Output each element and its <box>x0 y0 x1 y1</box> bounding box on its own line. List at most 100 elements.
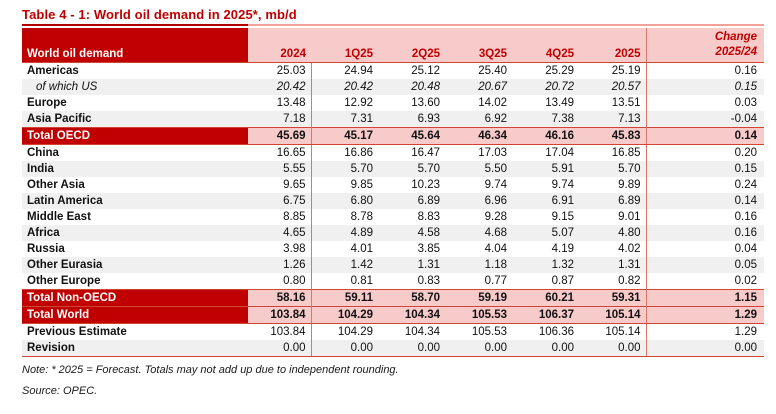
cell-2025: 0.00 <box>579 339 647 357</box>
cell-2q25: 104.34 <box>404 325 440 338</box>
cell-2024: 5.55 <box>248 160 312 177</box>
cell-2024: 8.85 <box>248 208 312 225</box>
cell-1q25: 5.70 <box>311 160 378 177</box>
title-underline-dark-segment <box>22 24 248 26</box>
cell-3q25: 4.68 <box>445 224 512 241</box>
cell-3q25: 46.34 <box>445 126 512 145</box>
title-underline-light-segment <box>248 24 764 26</box>
cell-3q25: 0.77 <box>484 274 507 287</box>
cell-2q25: 10.23 <box>411 178 440 191</box>
cell-1q25: 104.29 <box>337 325 373 338</box>
cell-2025: 5.70 <box>579 160 647 177</box>
cell-3q25: 6.92 <box>445 110 512 127</box>
cell-1q25: 12.92 <box>344 96 373 109</box>
table-row: Middle East 8.85 8.78 8.83 9.28 9.15 9.01 0.16 <box>22 208 764 225</box>
cell-2025: 7.13 <box>579 110 647 127</box>
demand-table: World oil demand 2024 1Q25 2Q25 3Q25 4Q2… <box>22 28 764 357</box>
cell-4q25: 5.07 <box>512 224 579 241</box>
cell-2025: 16.85 <box>579 144 647 161</box>
cell-2024: 0.80 <box>248 272 312 289</box>
cell-4q25: 4.19 <box>551 242 574 255</box>
table-row: Total OECD 45.69 45.17 45.64 46.34 46.16 45.83… <box>22 126 764 145</box>
cell-4q25: 60.21 <box>512 288 579 306</box>
cell-4q25: 13.49 <box>545 96 574 109</box>
cell-2024: 3.98 <box>248 240 312 257</box>
col-header-change-line2: 2025/24 <box>715 45 757 58</box>
cell-change: 1.29 <box>734 325 757 338</box>
cell-1q25: 20.42 <box>311 78 378 95</box>
cell-1q25: 9.85 <box>350 178 373 191</box>
row-label: Revision <box>22 339 248 357</box>
cell-2024: 13.48 <box>248 94 312 111</box>
row-label: Total Non-OECD <box>22 288 248 306</box>
col-header-2q25: 2Q25 <box>378 28 445 63</box>
cell-2025: 9.01 <box>579 208 647 225</box>
col-header-change: Change 2025/24 <box>646 28 764 63</box>
cell-1q25: 1.42 <box>311 256 378 273</box>
table-row: Asia Pacific 7.18 7.31 6.93 6.92 7.38 7.13 -0.0… <box>22 110 764 127</box>
cell-2024: 103.84 <box>248 305 312 324</box>
cell-2024: 4.65 <box>248 224 312 241</box>
cell-1q25: 24.94 <box>344 64 373 77</box>
cell-2024: 1.26 <box>248 256 312 273</box>
cell-2q25: 58.70 <box>378 288 445 306</box>
source-note: Source: OPEC. <box>22 384 98 397</box>
table-footnotes: Note: * 2025 = Forecast. Totals may not … <box>22 363 764 398</box>
cell-2024: 0.00 <box>248 339 312 357</box>
cell-change: 0.15 <box>646 160 764 177</box>
cell-2024: 103.84 <box>248 323 312 340</box>
cell-3q25: 9.28 <box>484 210 507 223</box>
cell-change: 0.16 <box>646 224 764 241</box>
cell-4q25: 7.38 <box>512 110 579 127</box>
row-label: Previous Estimate <box>27 325 127 338</box>
cell-3q25: 5.50 <box>445 160 512 177</box>
cell-2025: 25.19 <box>579 62 647 79</box>
table-row: Previous Estimate 103.84 104.29 104.34 105.5… <box>22 323 764 340</box>
cell-2q25: 8.83 <box>417 210 440 223</box>
table-row: Europe 13.48 12.92 13.60 14.02 13.49 13.51 0.03 <box>22 94 764 111</box>
cell-2024: 45.69 <box>248 126 312 145</box>
cell-1q25: 45.17 <box>311 126 378 145</box>
cell-change: 0.15 <box>646 78 764 95</box>
cell-2025: 6.89 <box>579 192 647 209</box>
cell-2025: 105.14 <box>579 305 647 324</box>
cell-change: 0.14 <box>646 126 764 145</box>
table-row: India 5.55 5.70 5.70 5.50 5.91 5.70 0.15 <box>22 160 764 177</box>
table-row: Other Asia 9.65 9.85 10.23 9.74 9.74 9.89 0.24 <box>22 176 764 193</box>
table-title: Table 4 - 1: World oil demand in 2025*, … <box>22 7 297 22</box>
cell-2q25: 0.00 <box>378 339 445 357</box>
cell-4q25: 25.29 <box>545 64 574 77</box>
row-label: Africa <box>22 224 248 241</box>
cell-change: 0.14 <box>646 192 764 209</box>
cell-2q25: 1.31 <box>378 256 445 273</box>
cell-1q25: 4.89 <box>311 224 378 241</box>
table-row: Russia 3.98 4.01 3.85 4.04 4.19 4.02 0.04 <box>22 240 764 257</box>
cell-1q25: 104.29 <box>311 305 378 324</box>
cell-2q25: 20.48 <box>378 78 445 95</box>
cell-2025: 4.80 <box>579 224 647 241</box>
cell-1q25: 0.81 <box>350 274 373 287</box>
cell-1q25: 8.78 <box>350 210 373 223</box>
table-row: Latin America 6.75 6.80 6.89 6.96 6.91 6.89 0.1… <box>22 192 764 209</box>
cell-2q25: 4.58 <box>378 224 445 241</box>
cell-4q25: 5.91 <box>512 160 579 177</box>
cell-3q25: 14.02 <box>478 96 507 109</box>
cell-2024: 6.75 <box>248 192 312 209</box>
row-label: Latin America <box>22 192 248 209</box>
cell-2025: 0.82 <box>579 272 647 289</box>
cell-2q25: 5.70 <box>378 160 445 177</box>
cell-2025: 59.31 <box>579 288 647 306</box>
cell-4q25: 1.32 <box>512 256 579 273</box>
row-label: Middle East <box>27 210 91 223</box>
cell-2025: 13.51 <box>579 94 647 111</box>
cell-2024: 16.65 <box>248 144 312 161</box>
row-label: Russia <box>27 242 65 255</box>
cell-2024: 9.65 <box>248 176 312 193</box>
row-label: Total OECD <box>22 126 248 145</box>
cell-4q25: 9.15 <box>551 210 574 223</box>
cell-2024: 20.42 <box>248 78 312 95</box>
cell-change: 0.05 <box>646 256 764 273</box>
cell-2q25: 0.83 <box>417 274 440 287</box>
row-label: India <box>22 160 248 177</box>
row-label: Asia Pacific <box>22 110 248 127</box>
